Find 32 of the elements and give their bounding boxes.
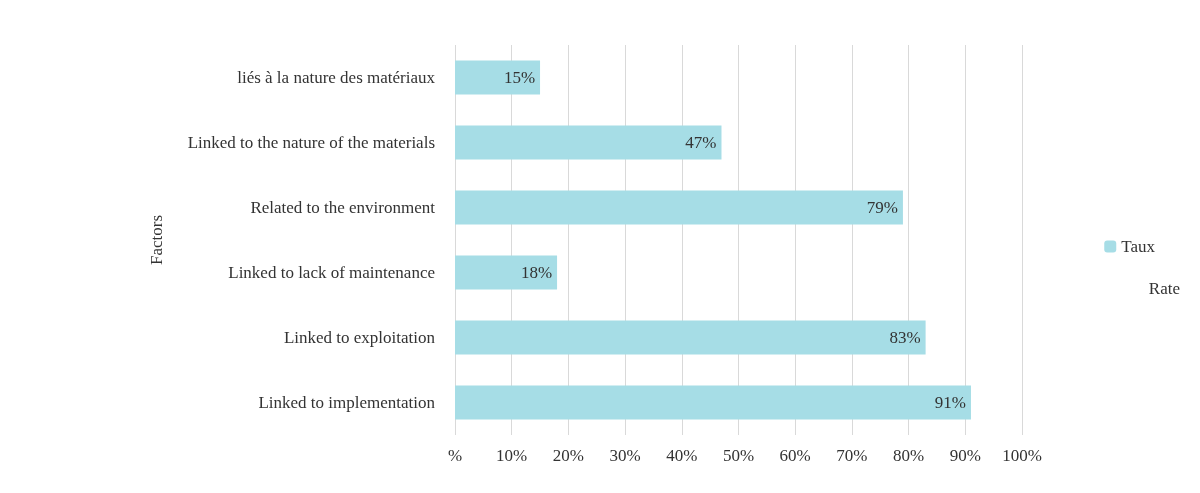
data-label: 18% <box>520 263 553 282</box>
x-tick-label: 80% <box>893 446 925 465</box>
y-axis-title: Factors <box>147 214 166 266</box>
y-tick-label: Related to the environment <box>250 198 436 217</box>
legend-label: Taux <box>1121 237 1156 256</box>
x-tick-label: % <box>447 446 463 465</box>
text: Rate <box>1148 279 1180 298</box>
data-label: 79% <box>866 198 898 217</box>
x-tick-label: 70% <box>836 446 868 465</box>
y-tick-label: Linked to the nature of the materials <box>187 133 435 152</box>
bar <box>455 320 926 355</box>
data-label: 47% <box>685 133 717 152</box>
data-label: 91% <box>934 393 966 412</box>
bar <box>455 255 558 290</box>
x-tick-label: 40% <box>666 446 698 465</box>
y-tick-label: Linked to exploitation <box>283 328 436 347</box>
x-tick-label: 60% <box>779 446 811 465</box>
x-tick-label: 90% <box>949 446 981 465</box>
bar <box>455 125 722 160</box>
y-tick-label: Linked to lack of maintenance <box>228 263 435 282</box>
x-tick-label: 100% <box>1002 446 1042 465</box>
x-tick-label: 30% <box>609 446 641 465</box>
bar <box>455 190 903 225</box>
y-tick-label: liés à la nature des matériaux <box>237 68 436 87</box>
y-tick-label: Linked to implementation <box>258 393 436 412</box>
bar <box>455 60 541 95</box>
bar <box>455 385 971 420</box>
x-tick-label: 20% <box>552 446 584 465</box>
data-label: 83% <box>889 328 921 347</box>
data-label: 15% <box>503 68 536 87</box>
x-tick-label: 10% <box>496 446 528 465</box>
x-tick-label: 50% <box>722 446 755 465</box>
